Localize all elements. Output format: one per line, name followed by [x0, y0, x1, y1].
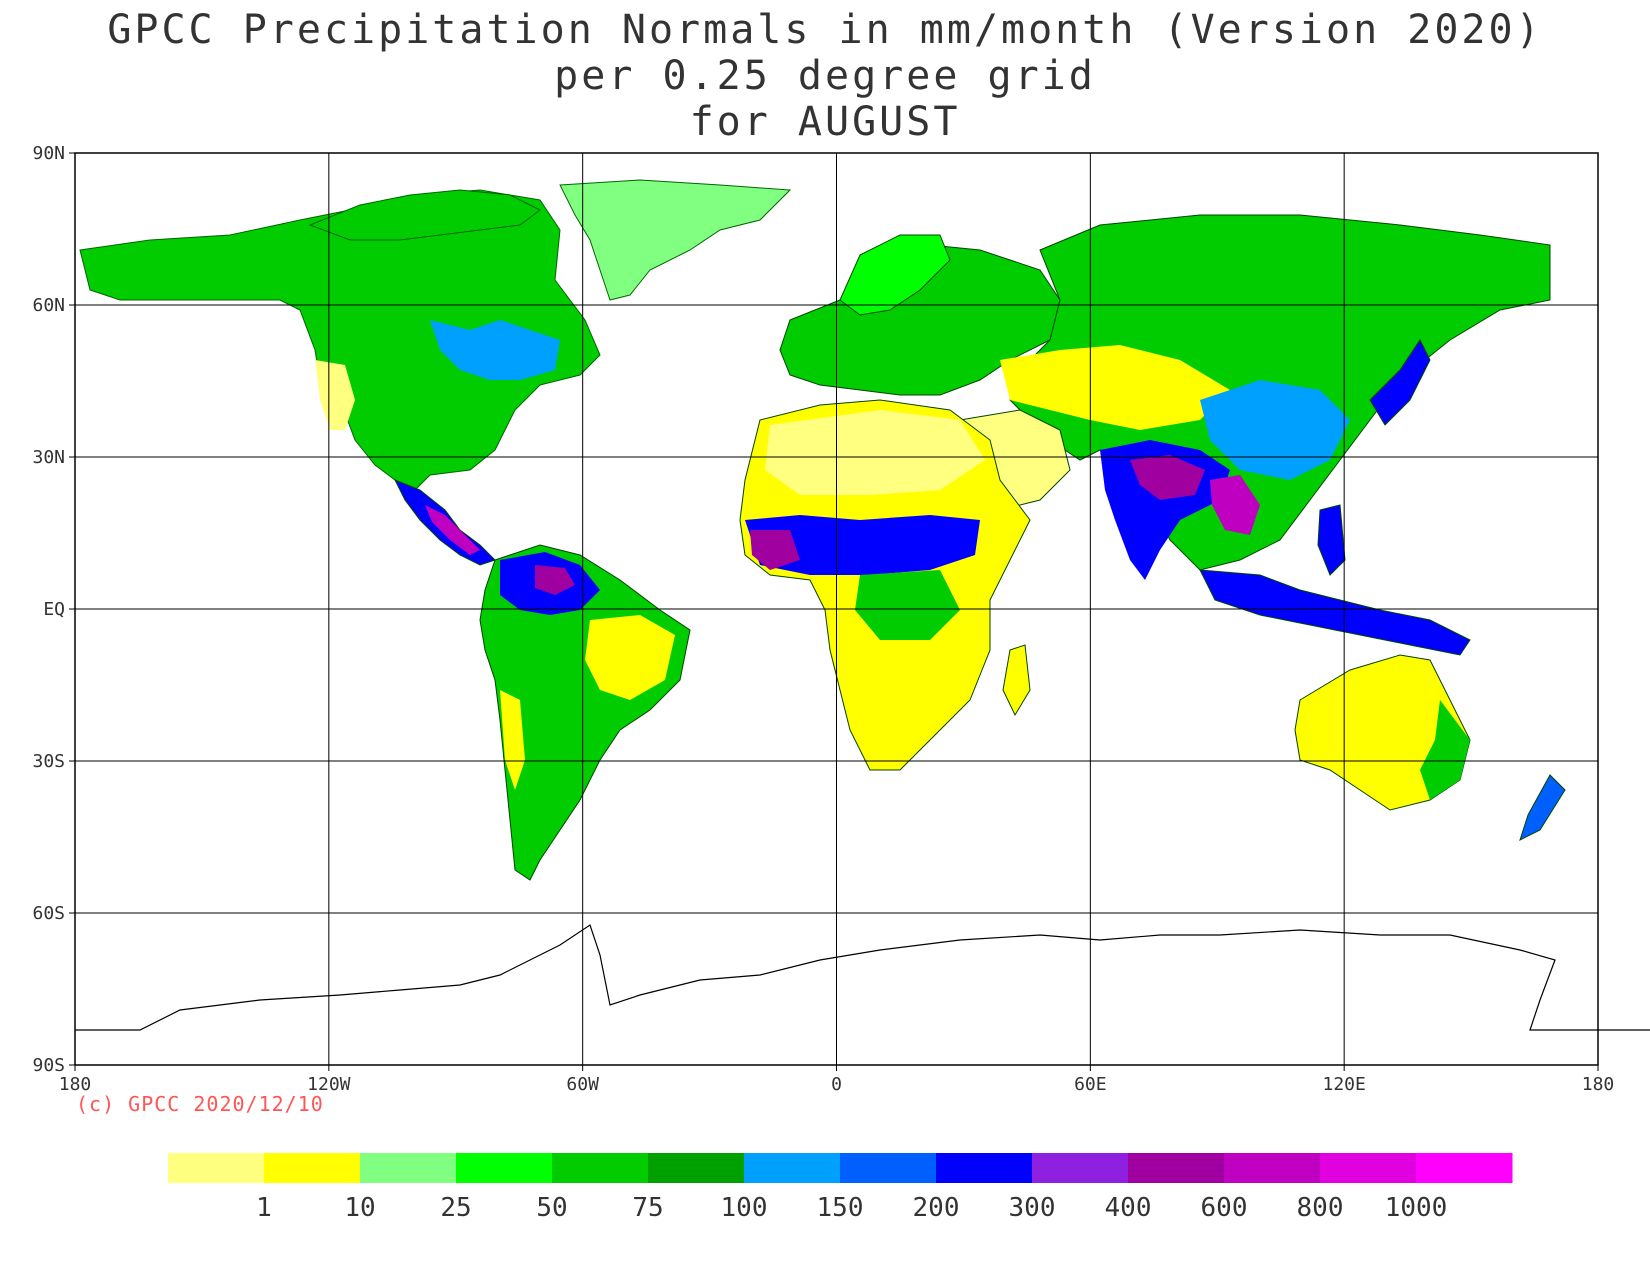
colorbar-swatch: [1224, 1153, 1321, 1183]
map-period: for AUGUST: [689, 99, 961, 145]
latitude-label: 60S: [32, 903, 65, 924]
colorbar-label: 25: [440, 1193, 471, 1223]
antarctica-outline: [75, 924, 1650, 1031]
north-america-wet: [430, 320, 560, 380]
scandinavia: [839, 234, 951, 316]
longitude-label: 60W: [566, 1074, 599, 1095]
longitude-label: 60E: [1074, 1074, 1107, 1095]
madagascar: [1002, 644, 1031, 717]
colorbar-swatch: [936, 1153, 1033, 1183]
colorbar-label: 150: [817, 1193, 864, 1223]
latitude-label: 30N: [32, 447, 65, 468]
arctic-islands: [308, 189, 541, 241]
map-title: GPCC Precipitation Normals in mm/month (…: [107, 7, 1543, 53]
colorbar-swatch: [1416, 1153, 1513, 1183]
colorbar-label: 10: [344, 1193, 375, 1223]
graticule: [69, 152, 1599, 1071]
amazon-very-wet: [535, 565, 575, 595]
colorbar-label: 600: [1201, 1193, 1248, 1223]
japan: [1369, 339, 1431, 426]
sahara-very-dry: [765, 410, 985, 495]
colorbar-swatch: [552, 1153, 649, 1183]
central-asia-dry: [1000, 345, 1230, 430]
latitude-label: 60N: [32, 295, 65, 316]
india-monsoon-peak: [1130, 455, 1205, 500]
longitude-label: 120E: [1322, 1074, 1365, 1095]
central-america-wet: [425, 505, 480, 555]
longitude-label: 120W: [307, 1074, 351, 1095]
east-asia-wet: [1200, 380, 1350, 480]
philippines: [1317, 504, 1346, 576]
latitude-label: 90S: [32, 1055, 65, 1076]
colorbar-swatch: [648, 1153, 745, 1183]
colorbar-swatch: [840, 1153, 937, 1183]
copyright-notice: (c) GPCC 2020/12/10: [76, 1092, 324, 1116]
indonesia: [1199, 569, 1471, 656]
colorbar: 1 10 25 50 75 100 150 200 300 400 600 800 1000: [168, 1153, 1513, 1223]
colorbar-swatch: [1320, 1153, 1417, 1183]
colorbar-label: 400: [1105, 1193, 1152, 1223]
colorbar-label: 50: [536, 1193, 567, 1223]
greenland: [559, 179, 792, 301]
se-asia-monsoon: [1210, 475, 1260, 535]
atacama-dry: [500, 690, 525, 790]
colorbar-swatch: [1032, 1153, 1129, 1183]
west-africa-peak: [750, 530, 800, 570]
colorbar-swatch: [168, 1153, 265, 1183]
colorbar-swatch: [1128, 1153, 1225, 1183]
brazil-dry: [585, 615, 675, 700]
colorbar-swatch: [264, 1153, 361, 1183]
colorbar-label: 200: [913, 1193, 960, 1223]
colorbar-label: 1: [256, 1193, 272, 1223]
latitude-label: EQ: [43, 599, 65, 620]
longitude-label: 180: [1582, 1074, 1615, 1095]
longitude-label: 180: [59, 1074, 92, 1095]
north-america-southwest-dry: [315, 360, 355, 430]
map-subtitle: per 0.25 degree grid: [554, 53, 1096, 99]
longitude-label: 0: [831, 1074, 842, 1095]
colorbar-label: 100: [721, 1193, 768, 1223]
new-zealand: [1519, 774, 1566, 841]
australia-east-green: [1420, 700, 1470, 800]
colorbar-swatch: [360, 1153, 457, 1183]
sahel-wet-belt: [745, 515, 980, 575]
latitude-label: 90N: [32, 143, 65, 164]
colorbar-label: 1000: [1385, 1193, 1448, 1223]
colorbar-swatch: [744, 1153, 841, 1183]
latitude-label: 30S: [32, 751, 65, 772]
congo-green: [855, 570, 960, 640]
colorbar-label: 75: [632, 1193, 663, 1223]
colorbar-swatch: [456, 1153, 553, 1183]
land-masses: [75, 179, 1650, 1031]
colorbar-label: 800: [1297, 1193, 1344, 1223]
colorbar-label: 300: [1009, 1193, 1056, 1223]
